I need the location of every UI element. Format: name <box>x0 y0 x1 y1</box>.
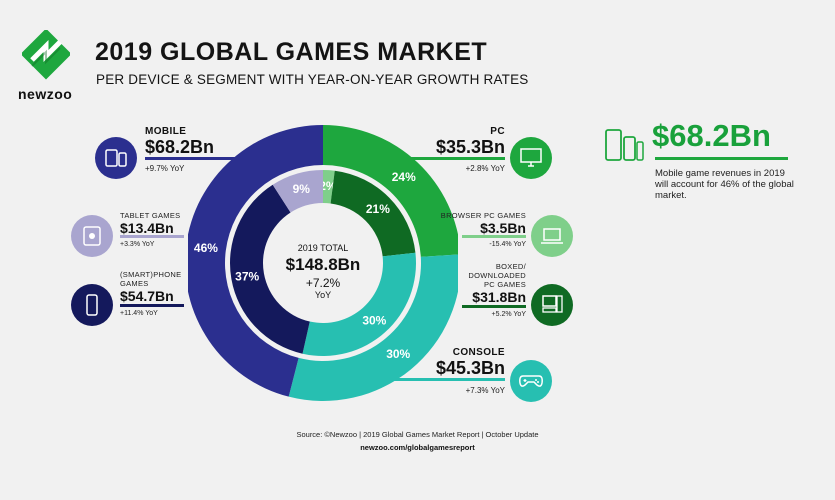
browser-connector <box>462 235 526 238</box>
phone-label-line1: (SMART)PHONE <box>120 270 182 279</box>
mobile-label: MOBILE <box>145 126 187 137</box>
callout-underline <box>655 157 788 160</box>
total-value: $148.8Bn <box>285 255 361 274</box>
source-url: newzoo.com/globalgamesreport <box>360 443 475 452</box>
console-inner-percent-label: 30% <box>362 313 386 327</box>
mobile-icon <box>95 137 137 179</box>
phone-value: $54.7Bn <box>120 288 174 304</box>
pc-yoy: +2.8% YoY <box>465 164 505 173</box>
browser-value: $3.5Bn <box>480 220 526 236</box>
mobile-connector <box>145 157 275 160</box>
pc-monitor-icon <box>510 137 552 179</box>
boxed-yoy: +5.2% YoY <box>491 311 526 318</box>
console-connector <box>380 378 505 381</box>
console-yoy: +7.3% YoY <box>465 386 505 395</box>
total-block: 2019 TOTAL $148.8Bn +7.2% YoY <box>273 243 373 300</box>
tablet-value: $13.4Bn <box>120 220 174 236</box>
boxed-label-line1: BOXED/ <box>495 262 526 271</box>
browser-yoy: -15.4% YoY <box>489 241 526 248</box>
console-value: $45.3Bn <box>435 358 505 378</box>
phone-label-line2: GAMES <box>120 279 149 288</box>
logo-text: newzoo <box>18 86 73 102</box>
console-percent-label: 30% <box>386 347 410 361</box>
callout-value: $68.2Bn <box>652 118 771 153</box>
console-inner-slice <box>302 252 416 356</box>
pc-value: $35.3Bn <box>435 137 505 157</box>
devices-icon <box>605 129 644 161</box>
callout-text: Mobile game revenues in 2019 will accoun… <box>655 168 794 201</box>
browser-slice <box>323 170 335 204</box>
donut-center <box>265 205 381 321</box>
boxed-connector <box>462 305 526 308</box>
boxed-label-line2: DOWNLOADED <box>468 271 526 280</box>
mobile-slice <box>188 125 323 397</box>
desktop-pc-icon <box>531 284 573 326</box>
boxed-label-line3: PC GAMES <box>484 280 526 289</box>
page-title: 2019 GLOBAL GAMES MARKET <box>95 38 488 66</box>
mobile-value: $68.2Bn <box>145 137 215 157</box>
console-label: CONSOLE <box>452 347 505 358</box>
tablet-label: TABLET GAMES <box>120 211 181 220</box>
laptop-icon <box>531 215 573 257</box>
browser-label: BROWSER PC GAMES <box>440 211 526 220</box>
boxed-value: $31.8Bn <box>472 289 526 305</box>
tablet-connector <box>120 235 184 238</box>
phone-slice <box>230 184 310 354</box>
phone-connector <box>120 304 184 307</box>
phone-percent-label: 37% <box>235 269 259 283</box>
tablet-slice <box>272 170 323 213</box>
pc-connector <box>380 157 505 160</box>
tablet-yoy: +3.3% YoY <box>120 241 155 248</box>
boxed-slice <box>330 170 416 257</box>
phone-yoy: +11.4% YoY <box>120 310 158 317</box>
tablet-percent-label: 9% <box>293 182 311 196</box>
mobile-percent-label: 46% <box>194 241 218 255</box>
boxed-percent-label: 21% <box>366 202 390 216</box>
games-market-donut-chart: 24%30%46%2%21%30%37%9% <box>188 125 458 401</box>
pc-slice <box>323 125 458 257</box>
total-yoy: YoY <box>314 290 332 300</box>
page-subtitle: PER DEVICE & SEGMENT WITH YEAR-ON-YEAR G… <box>96 72 529 87</box>
mobile-yoy: +9.7% YoY <box>145 164 185 173</box>
source-note: Source: ©Newzoo | 2019 Global Games Mark… <box>296 430 539 439</box>
total-growth: +7.2% <box>305 276 341 290</box>
pc-percent-label: 24% <box>392 170 416 184</box>
total-label: 2019 TOTAL <box>297 243 349 253</box>
pc-label: PC <box>490 126 505 137</box>
newzoo-logo <box>22 30 70 80</box>
phone-icon <box>71 284 113 326</box>
console-slice <box>288 254 458 401</box>
gamepad-icon <box>510 360 552 402</box>
tablet-icon <box>71 215 113 257</box>
